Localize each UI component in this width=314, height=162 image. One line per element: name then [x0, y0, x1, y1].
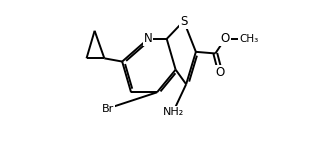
Text: Br: Br: [101, 104, 114, 114]
Text: O: O: [215, 66, 225, 79]
Text: O: O: [220, 32, 230, 45]
Text: S: S: [180, 15, 187, 28]
Text: NH₂: NH₂: [163, 107, 184, 117]
Text: CH₃: CH₃: [240, 34, 259, 44]
Text: N: N: [144, 32, 153, 45]
